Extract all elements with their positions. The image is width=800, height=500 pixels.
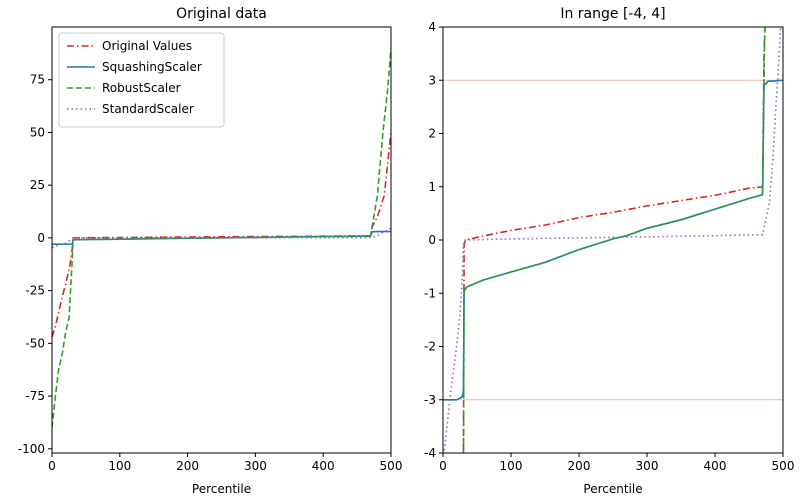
y-tick-label: -25 [25,284,45,298]
series-line-robustscaler [462,27,766,453]
x-tick-label: 500 [380,459,403,473]
x-tick-label: 100 [108,459,131,473]
y-tick-label: 3 [428,73,436,87]
legend-label: SquashingScaler [102,60,202,74]
x-axis-label: Percentile [583,482,642,496]
legend-box [58,32,225,128]
x-tick-label: 0 [439,459,447,473]
y-tick-label: 0 [37,231,45,245]
x-tick-label: 100 [500,459,523,473]
legend-label: Original Values [102,39,192,53]
y-tick-label: -3 [424,393,436,407]
y-tick-label: 1 [428,180,436,194]
y-tick-label: 2 [428,127,436,141]
legend: Original Values SquashingScaler RobustScal… [58,32,225,128]
y-tick-label: 25 [30,178,45,192]
plot-frame [51,26,392,454]
x-tick-label: 500 [772,459,795,473]
series-line-original-values [462,27,766,453]
series-line-original-values [52,132,391,338]
series-line-standardscaler [443,27,782,453]
y-tick-label: 50 [30,125,45,139]
x-tick-label: 400 [312,459,335,473]
series-group [52,48,391,428]
y-tick-label: -4 [424,446,436,460]
chart-panel-2: 0 100 200 300 400 500 -4 -3 -2 -1 0 1 2 3 4 In range [-… [424,6,795,496]
legend-label: StandardScaler [102,102,194,116]
chart-panel-1: 0 100 200 300 400 500 -100 -75 -50 -25 0 25 50 75 Orig… [18,6,403,496]
chart-title: In range [-4, 4] [560,6,665,22]
x-tick-label: 300 [636,459,659,473]
y-tick-label: -1 [424,286,436,300]
y-tick-label: -2 [424,340,436,354]
y-tick-label: -50 [25,336,45,350]
x-axis-label: Percentile [192,482,251,496]
x-tick-label: 200 [568,459,591,473]
series-group [443,27,783,453]
x-tick-label: 0 [48,459,56,473]
x-tick-label: 300 [244,459,267,473]
x-tick-label: 400 [704,459,727,473]
series-line-standardscaler [52,227,391,249]
y-tick-label: -75 [25,389,45,403]
y-tick-label: 4 [428,20,436,34]
y-tick-label: 0 [428,233,436,247]
chart-title: Original data [176,6,267,22]
x-tick-label: 200 [176,459,199,473]
legend-label: RobustScaler [102,81,181,95]
series-line-robustscaler [52,48,391,428]
y-tick-label: 75 [30,73,45,87]
y-tick-label: -100 [18,442,45,456]
